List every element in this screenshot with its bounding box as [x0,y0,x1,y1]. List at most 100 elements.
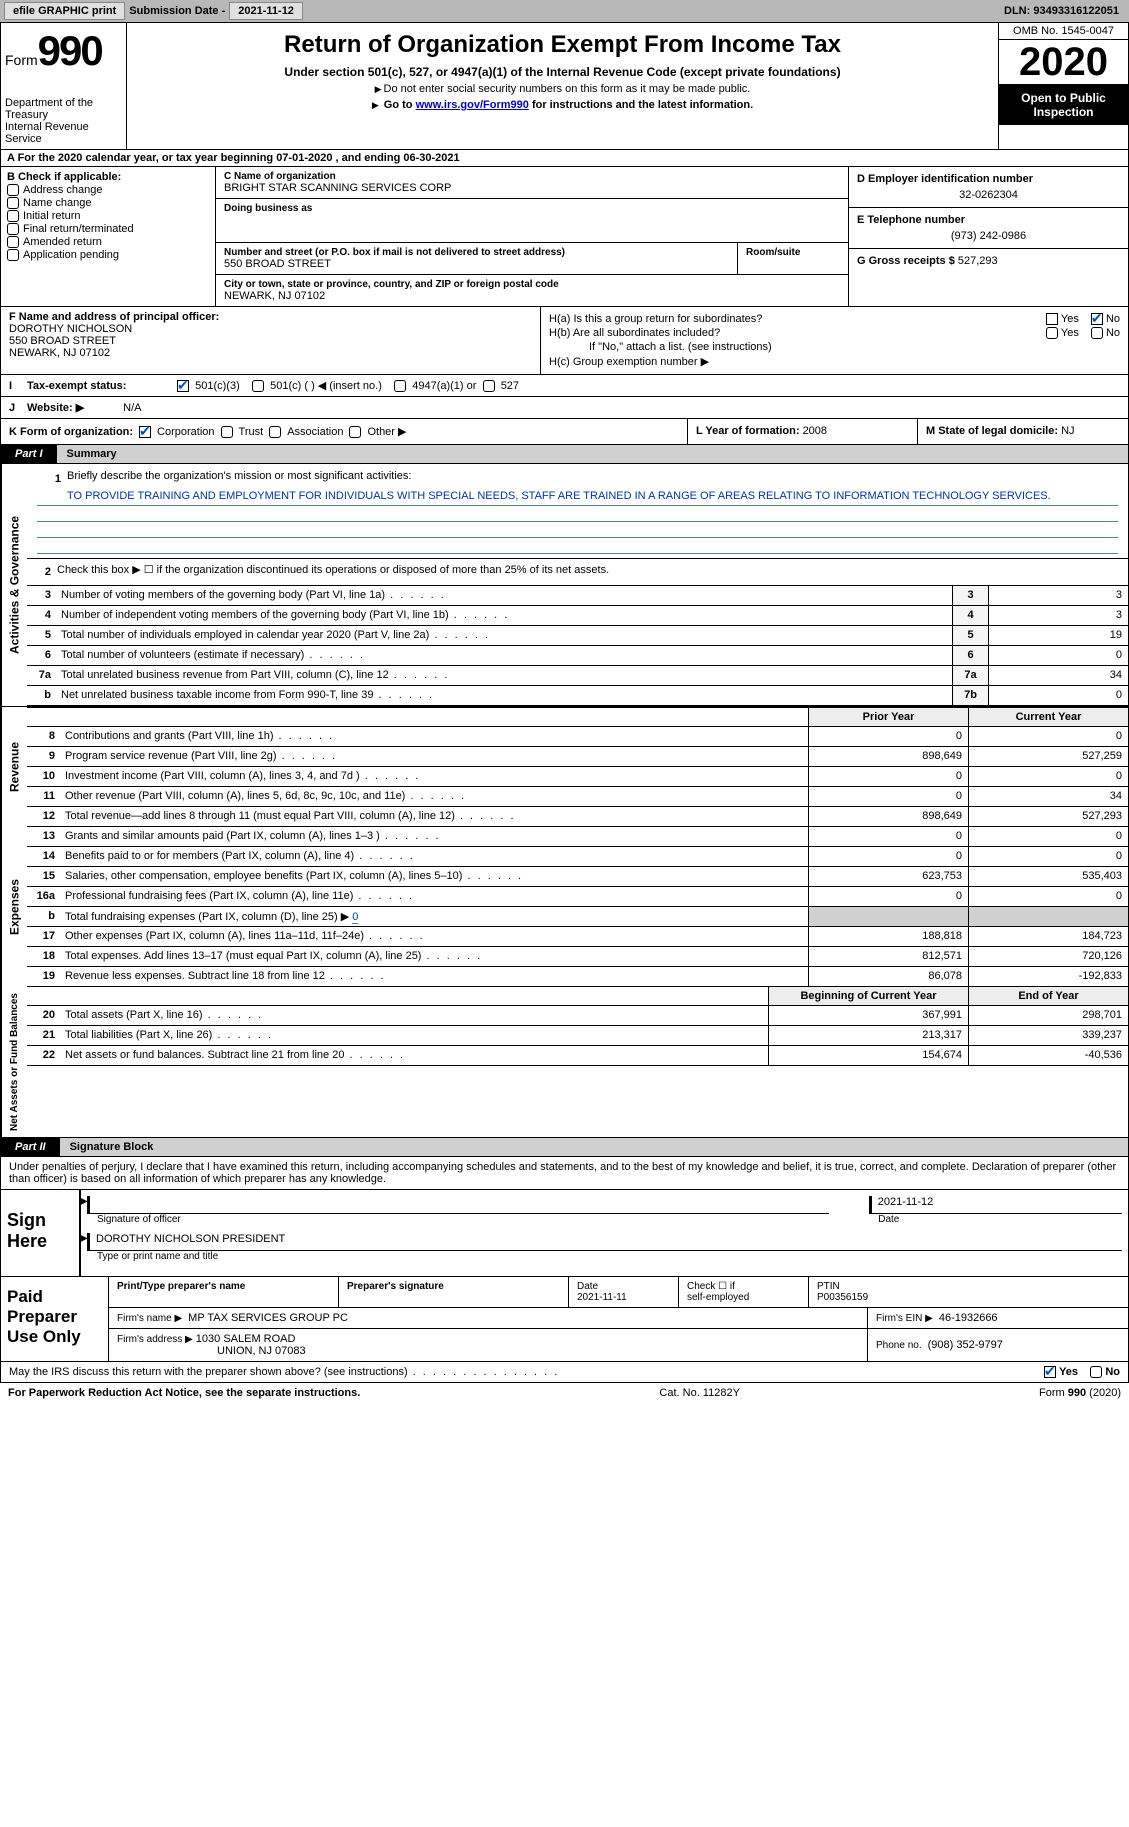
chk-501c3[interactable] [177,380,189,392]
chk-association[interactable] [269,426,281,438]
instr-no-ssn: Do not enter social security numbers on … [135,83,990,95]
open-to-public: Open to Public Inspection [999,85,1128,125]
h-b-text: H(b) Are all subordinates included? [549,327,720,339]
chk-label: Amended return [23,236,102,248]
col-headers-2: Beginning of Current Year End of Year [27,987,1128,1006]
row-j-website: J Website: ▶ N/A [0,397,1129,419]
row-num: 12 [27,807,61,826]
chk-application-pending[interactable]: Application pending [7,249,209,261]
opt-501c3: 501(c)(3) [195,380,240,392]
ein-label: D Employer identification number [857,173,1120,185]
dba-label: Doing business as [224,203,840,214]
section-m: M State of legal domicile: NJ [918,419,1128,444]
sign-here-label: Sign Here [1,1190,81,1276]
part-i-tab: Part I [1,445,57,463]
department-label: Department of the Treasury Internal Reve… [5,97,122,145]
chk-address-change[interactable]: Address change [7,184,209,196]
footer-mid: Cat. No. 11282Y [659,1387,740,1399]
gross-receipts-label: G Gross receipts $ [857,255,958,267]
fin-row: 9 Program service revenue (Part VIII, li… [27,747,1128,767]
prep-date-value: 2021-11-11 [577,1292,627,1303]
row-box: 3 [952,586,988,605]
no-label: No [1105,1366,1120,1378]
self-employed-label: self-employed [687,1292,749,1303]
l-value: 2008 [803,425,827,437]
chk-trust[interactable] [221,426,233,438]
chk-corporation[interactable] [139,426,151,438]
side-governance: Activities & Governance [1,464,27,706]
chk-other[interactable] [349,426,361,438]
tax-year: 2020 [999,40,1128,85]
yes-label: Yes [1061,327,1079,339]
ptin-value: P00356159 [817,1292,868,1303]
omb-number: OMB No. 1545-0047 [999,23,1128,40]
row-curr: 0 [968,727,1128,746]
form-number: 990 [38,27,102,75]
chk-initial-return[interactable]: Initial return [7,210,209,222]
discuss-text: May the IRS discuss this return with the… [9,1366,408,1378]
paid-preparer-label: Paid Preparer Use Only [1,1277,109,1361]
firm-name-label: Firm's name ▶ [117,1313,182,1324]
row-num: 8 [27,727,61,746]
yes-label: Yes [1061,313,1079,325]
signature-intro: Under penalties of perjury, I declare th… [0,1157,1129,1190]
efile-print-button[interactable]: efile GRAPHIC print [4,2,125,20]
form990-link[interactable]: www.irs.gov/Form990 [416,99,529,111]
officer-label: F Name and address of principal officer: [9,311,219,323]
header-right: OMB No. 1545-0047 2020 Open to Public In… [998,23,1128,149]
h-a-no[interactable] [1091,313,1103,325]
chk-final-return[interactable]: Final return/terminated [7,223,209,235]
firm-phone-label: Phone no. [876,1340,922,1351]
org-name: BRIGHT STAR SCANNING SERVICES CORP [224,182,840,194]
signature-field[interactable] [87,1196,829,1214]
chk-name-change[interactable]: Name change [7,197,209,209]
row-j-letter: J [9,402,27,414]
fin-row: 15 Salaries, other compensation, employe… [27,867,1128,887]
l-label: L Year of formation: [696,425,803,437]
line-16b-curr [968,907,1128,926]
firm-addr-label: Firm's address ▶ [117,1334,193,1345]
row-curr: -192,833 [968,967,1128,986]
paid-preparer-block: Paid Preparer Use Only Print/Type prepar… [0,1277,1129,1362]
instr-goto-a: Go to [384,99,416,111]
page-footer: For Paperwork Reduction Act Notice, see … [0,1383,1129,1403]
form-990-label: Form 990 [5,27,122,75]
row-box: 7b [952,686,988,705]
discuss-yes[interactable] [1044,1366,1056,1378]
q1-num: 1 [37,470,67,488]
no-label: No [1106,313,1120,325]
row-num: 19 [27,967,61,986]
row-text: Other expenses (Part IX, column (A), lin… [61,927,808,946]
row-i-tax-status: I Tax-exempt status: 501(c)(3) 501(c) ( … [0,375,1129,397]
firm-ein-label: Firm's EIN ▶ [876,1313,933,1324]
row-num: 7a [27,666,57,685]
form-header: Form 990 Department of the Treasury Inte… [0,22,1129,150]
row-prior: 0 [808,887,968,906]
h-b-yes[interactable] [1046,327,1058,339]
self-employed-chk-label: Check ☐ if [687,1281,735,1292]
chk-501c[interactable] [252,380,264,392]
fin-row: 11 Other revenue (Part VIII, column (A),… [27,787,1128,807]
firm-phone: (908) 352-9797 [928,1339,1003,1351]
chk-4947[interactable] [394,380,406,392]
h-a-yes[interactable] [1046,313,1058,325]
date-caption: Date [868,1214,1122,1225]
dots-leader [408,1366,560,1378]
row-text: Net unrelated business taxable income fr… [57,686,952,705]
room-label: Room/suite [746,247,840,258]
fin-row: 22 Net assets or fund balances. Subtract… [27,1046,1128,1066]
discuss-no[interactable] [1090,1366,1102,1378]
opt-527: 527 [501,380,519,392]
row-curr: 720,126 [968,947,1128,966]
row-prior: 188,818 [808,927,968,946]
row-text: Total expenses. Add lines 13–17 (must eq… [61,947,808,966]
hdr-end-year: End of Year [968,987,1128,1005]
firm-name: MP TAX SERVICES GROUP PC [188,1312,348,1324]
block-net-assets: Net Assets or Fund Balances Beginning of… [0,987,1129,1138]
chk-label: Initial return [23,210,80,222]
chk-527[interactable] [483,380,495,392]
row-curr: 298,701 [968,1006,1128,1025]
row-prior: 898,649 [808,747,968,766]
h-b-no[interactable] [1091,327,1103,339]
chk-amended-return[interactable]: Amended return [7,236,209,248]
